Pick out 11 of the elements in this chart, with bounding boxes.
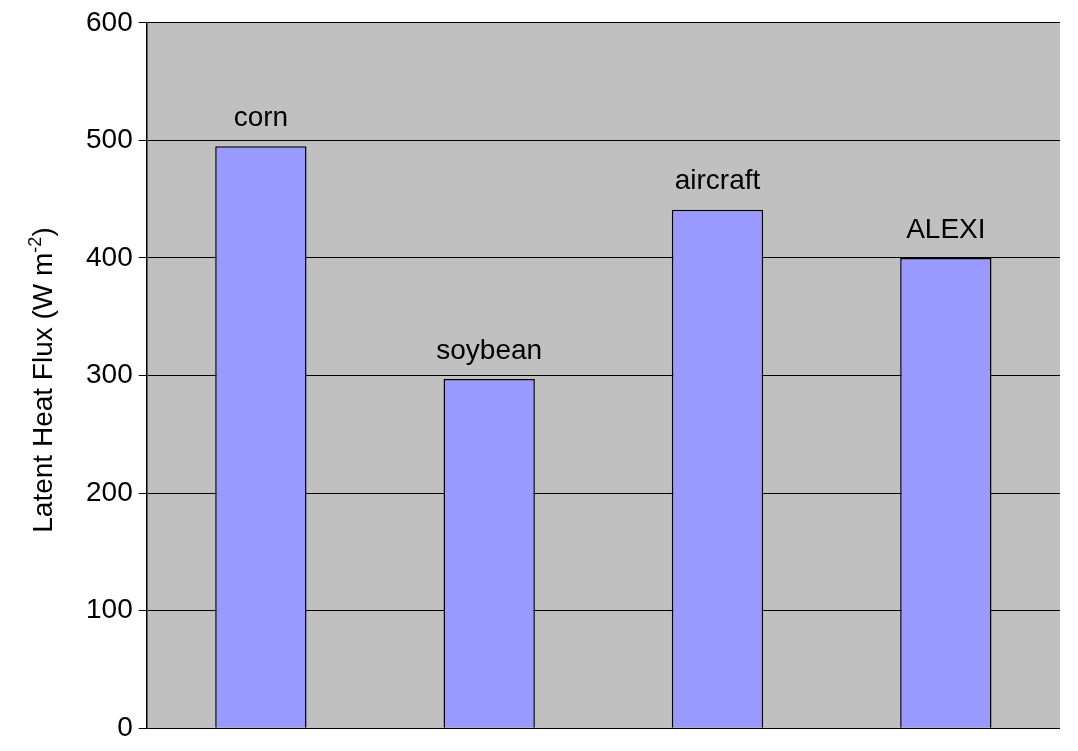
y-tick-label: 100 bbox=[86, 593, 133, 625]
y-tick-label: 300 bbox=[86, 358, 133, 390]
y-tick-label: 400 bbox=[86, 240, 133, 272]
y-tick-label: 500 bbox=[86, 123, 133, 155]
x-tick-label: ALEXI bbox=[906, 212, 986, 244]
x-tick-label: corn bbox=[233, 100, 289, 132]
y-tick-label: 600 bbox=[86, 5, 133, 37]
x-tick-label: aircraft bbox=[674, 164, 761, 196]
y-tick-label: 0 bbox=[117, 710, 133, 742]
y-tick-label: 200 bbox=[86, 475, 133, 507]
x-tick-label: soybean bbox=[436, 333, 543, 365]
